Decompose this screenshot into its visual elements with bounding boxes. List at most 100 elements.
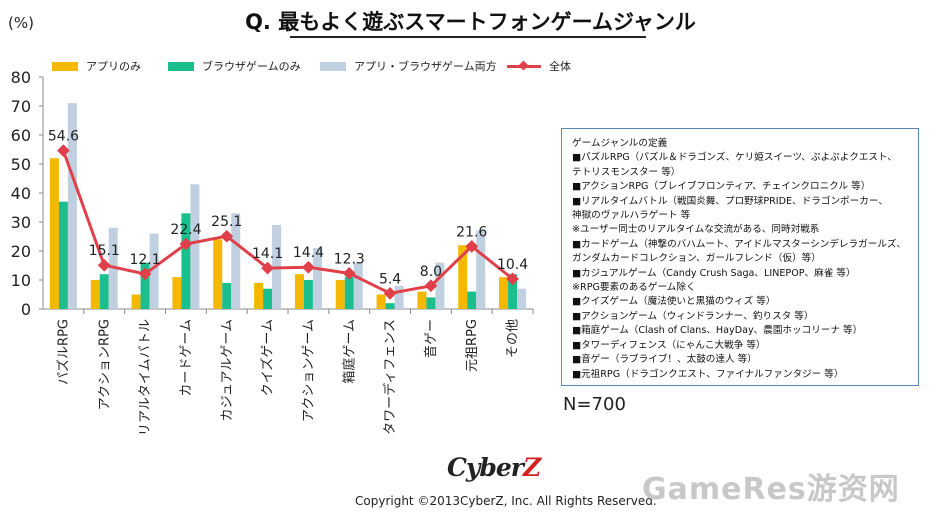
x-category-label: カードゲーム	[179, 319, 194, 397]
legend-label-app-only: アプリのみ	[86, 60, 141, 73]
total-data-label: 21.6	[456, 224, 487, 240]
definition-line: ■アクションゲーム（ウィンドランナー、釣りスタ 等）	[572, 310, 814, 322]
bar-both	[517, 288, 527, 309]
bar-browser-only	[181, 213, 191, 309]
bar-browser-only	[58, 201, 68, 309]
x-category-label: タワーディフェンス	[382, 319, 398, 435]
y-tick-label: 50	[11, 155, 31, 174]
total-point	[179, 237, 193, 251]
total-data-label: 22.4	[170, 222, 201, 238]
page-title: Q. 最もよく遊ぶスマートフォンゲームジャンル	[245, 10, 696, 34]
total-data-label: 15.1	[89, 243, 120, 259]
bar-app-only	[499, 277, 509, 309]
chart-legend: アプリのみ ブラウザゲームのみ アプリ・ブラウザゲーム両方 全体	[52, 58, 582, 74]
legend-swatch-app-only	[52, 61, 78, 71]
legend-swatch-browser-only	[168, 61, 194, 71]
definition-line: ■アクションRPG（ブレイブフロンティア、チェインクロニクル 等）	[572, 181, 871, 193]
definition-line: ■リアルタイムバトル（戦国炎舞、プロ野球PRIDE、ドラゴンポーカー、	[572, 195, 888, 207]
definition-line: ※ユーザー同士のリアルタイムな交流がある、同時対戦系	[572, 224, 820, 236]
legend-swatch-both	[320, 61, 346, 71]
y-tick-label: 10	[11, 271, 31, 290]
y-tick-label: 0	[21, 300, 31, 319]
bar-both	[312, 248, 322, 309]
cyberz-logo: CyberZ	[447, 453, 541, 482]
bar-both	[231, 213, 241, 309]
y-axis-label: (%)	[8, 14, 34, 32]
bar-both	[394, 285, 404, 309]
definition-line: ■クイズゲーム（魔法使いと黒猫のウィズ 等）	[572, 296, 776, 308]
bar-both	[190, 184, 200, 309]
total-data-label: 54.6	[48, 129, 79, 145]
bar-app-only	[172, 277, 182, 309]
bar-app-only	[49, 158, 59, 309]
bar-app-only	[294, 274, 304, 309]
site-watermark: GameRes游资网	[642, 472, 900, 507]
bar-app-only	[90, 280, 100, 309]
x-category-label: クイズゲーム	[260, 319, 276, 396]
bar-browser-only	[99, 274, 109, 309]
bar-browser-only	[222, 282, 232, 309]
total-point	[424, 279, 438, 293]
y-tick-label: 70	[11, 97, 31, 116]
total-point	[57, 144, 70, 158]
y-tick-label: 60	[11, 126, 31, 145]
bar-app-only	[131, 294, 141, 309]
total-point	[342, 266, 356, 280]
definition-line: ガンダムカードコレクション、ガールフレンド（仮）等）	[572, 253, 821, 265]
total-point	[506, 272, 519, 286]
bar-app-only	[335, 280, 345, 309]
bar-browser-only	[385, 303, 395, 309]
total-data-label: 12.1	[129, 252, 160, 268]
bar-both	[149, 233, 159, 309]
definition-line: ■元祖RPG（ドラゴンクエスト、ファイナルファンタジー 等）	[572, 368, 844, 380]
bar-both	[435, 262, 445, 309]
total-point	[138, 267, 152, 281]
legend-label-both: アプリ・ブラウザゲーム両方	[354, 60, 497, 73]
bar-app-only	[254, 282, 264, 309]
bar-browser-only	[467, 291, 477, 309]
bar-both	[353, 262, 363, 309]
definition-line: ■カジュアルゲーム（Candy Crush Saga、LINEPOP、麻雀 等）	[572, 267, 856, 279]
copyright-notice: Copyright ©2013CyberZ, Inc. All Rights R…	[355, 494, 657, 508]
title-underline	[290, 36, 646, 38]
logo-prefix: Cyber	[447, 453, 524, 482]
y-tick-label: 80	[11, 68, 31, 87]
bar-app-only	[213, 239, 223, 309]
bar-browser-only	[140, 262, 150, 309]
x-category-label: 箱庭ゲーム	[341, 319, 357, 384]
definition-line: テトリスモンスター 等）	[572, 166, 681, 178]
total-data-label: 5.4	[379, 271, 401, 287]
total-data-label: 14.1	[252, 246, 283, 262]
bar-browser-only	[263, 288, 273, 309]
total-point	[465, 239, 479, 253]
x-category-label: 音ゲー	[423, 319, 439, 358]
x-category-label: アクションRPG	[97, 319, 112, 410]
total-data-label: 12.3	[334, 251, 365, 267]
total-data-label: 10.4	[497, 257, 528, 273]
definition-line: ■カードゲーム（神撃のバハムート、アイドルマスターシンデレラガールズ、	[572, 238, 907, 250]
bar-app-only	[417, 291, 427, 309]
legend-item-app-only: アプリのみ	[52, 58, 141, 74]
legend-line-total	[507, 64, 541, 68]
legend-label-total: 全体	[549, 60, 571, 73]
definition-line: ■パズルRPG（パズル＆ドラゴンズ、ケリ姫スイーツ、ぷよぷよクエスト、	[572, 152, 898, 164]
x-category-label: カジュアルゲーム	[220, 319, 235, 421]
bar-browser-only	[426, 297, 436, 309]
bar-browser-only	[344, 277, 354, 309]
total-data-label: 14.4	[293, 245, 324, 261]
definition-line: ■箱庭ゲーム（Clash of Clans、HayDay、農園ホッコリーナ 等）	[572, 325, 863, 337]
y-tick-label: 40	[11, 184, 31, 203]
sample-size-label: N=700	[563, 394, 626, 415]
y-tick-label: 20	[11, 242, 31, 261]
legend-item-both: アプリ・ブラウザゲーム両方	[320, 58, 497, 74]
bar-browser-only	[508, 274, 518, 309]
x-category-label: 元祖RPG	[465, 319, 480, 372]
x-category-label: リアルタイムバトル	[138, 319, 153, 436]
bar-both	[67, 103, 77, 309]
x-category-label: その他	[506, 319, 521, 358]
definition-line: ■音ゲー（ラブライブ！、太鼓の達人 等）	[572, 354, 757, 366]
x-category-label: アクションゲーム	[301, 319, 316, 422]
bar-browser-only	[303, 280, 313, 309]
definition-line: ■タワーディフェンス（にゃんこ大戦争 等）	[572, 339, 766, 351]
